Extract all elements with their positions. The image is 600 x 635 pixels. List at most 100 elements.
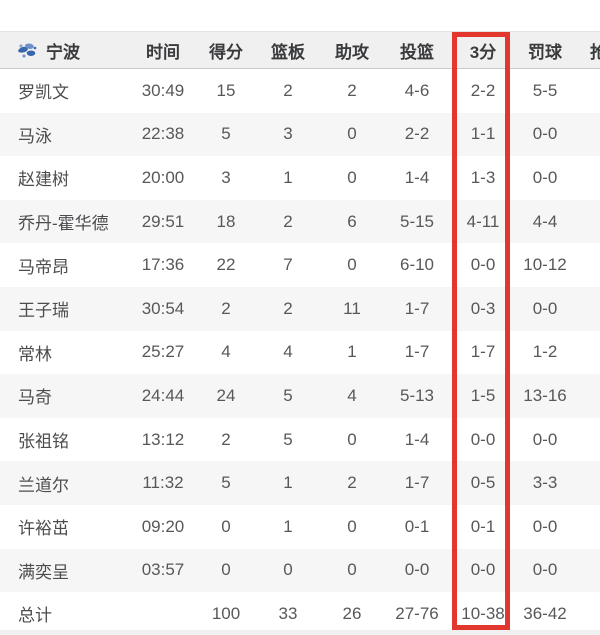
stat-reb: 1 [283,473,293,493]
stat-pts: 2 [221,429,231,449]
stat-ast: 26 [342,603,362,623]
player-name: 满奕呈 [18,562,69,582]
col-header-assists: 助攻 [335,42,369,62]
stat-tp3: 10-38 [461,603,505,623]
player-name: 马泳 [18,126,52,146]
stat-ast: 0 [347,429,357,449]
stat-ast: 0 [347,124,357,144]
player-row: 王子瑞 30:54 2 2 11 1-7 0-3 0-0 [0,286,600,331]
next-section-edge [0,630,600,635]
stat-reb: 0 [283,560,293,580]
player-row: 张祖铭 13:12 2 5 0 1-4 0-0 0-0 [0,417,600,462]
stat-ft: 0-0 [532,560,558,580]
stat-ft: 0-0 [532,516,558,536]
player-name: 许裕茁 [18,519,69,539]
stat-time: 11:32 [142,473,184,493]
stat-fg: 27-76 [395,603,439,623]
stat-reb: 5 [283,429,293,449]
stat-ft: 1-2 [532,342,558,362]
stat-reb: 7 [283,255,293,275]
stat-tp3: 1-5 [470,385,496,405]
stat-fg: 0-1 [404,516,430,536]
stat-time: 22:38 [141,124,185,144]
player-name: 兰道尔 [18,475,69,495]
stat-fg: 1-4 [404,429,430,449]
stat-time: 09:20 [141,516,185,536]
player-name: 常林 [18,344,52,364]
stat-ft: 3-3 [532,473,558,493]
stat-pts: 0 [221,560,231,580]
stat-reb: 1 [283,516,293,536]
stat-pts: 24 [216,385,236,405]
stat-tp3: 0-0 [470,255,496,275]
stat-reb: 2 [283,298,293,318]
col-header-steals: 抢断 [590,42,600,62]
player-row: 满奕呈 03:57 0 0 0 0-0 0-0 0-0 [0,548,600,593]
player-row: 许裕茁 09:20 0 1 0 0-1 0-1 0-0 [0,504,600,549]
player-name: 王子瑞 [18,301,69,321]
team-name: 宁波 [46,42,80,62]
header-row: 宁波 时间 得分 篮板 助攻 投篮 3分 罚球 抢断 [0,31,600,69]
player-name: 罗凯文 [18,83,69,103]
stat-pts: 15 [216,80,236,100]
stat-time: 20:00 [141,167,185,187]
player-row: 常林 25:27 4 4 1 1-7 1-7 1-2 [0,330,600,375]
stat-ast: 2 [347,80,357,100]
stat-pts: 2 [221,298,231,318]
stat-ast: 4 [347,385,357,405]
stat-time: 25:27 [141,342,185,362]
stat-fg: 1-7 [404,473,430,493]
stat-reb: 1 [283,167,293,187]
stat-ft: 0-0 [532,124,558,144]
stat-ft: 0-0 [532,167,558,187]
player-row: 马奇 24:44 24 5 4 5-13 1-5 13-16 [0,374,600,418]
total-row: 总计 100 33 26 27-76 10-38 36-42 [0,592,600,635]
stat-tp3: 0-3 [470,298,496,318]
col-header-rebounds: 篮板 [271,42,305,62]
player-name: 马奇 [18,388,52,408]
player-name: 乔丹-霍华德 [18,214,109,234]
stat-reb: 2 [283,80,293,100]
stat-pts: 5 [221,124,231,144]
stat-fg: 0-0 [404,560,430,580]
stat-fg: 1-7 [404,342,430,362]
stat-pts: 22 [216,255,236,275]
stat-tp3: 0-1 [470,516,496,536]
stat-ft: 5-5 [532,80,558,100]
stat-ast: 2 [347,473,357,493]
player-row: 赵建树 20:00 3 1 0 1-4 1-3 0-0 [0,156,600,200]
stat-reb: 5 [283,385,293,405]
player-row: 马帝昂 17:36 22 7 0 6-10 0-0 10-12 [0,243,600,287]
stat-fg: 4-6 [404,80,430,100]
table-body: 罗凯文 30:49 15 2 2 4-6 2-2 5-5 马泳 22:38 5 3 0 2-2 1-1 0-0… [0,69,600,635]
player-row: 兰道尔 11:32 5 1 2 1-7 0-5 3-3 [0,461,600,505]
team-logo-icon [15,40,39,61]
stat-tp3: 1-1 [470,124,496,144]
col-header-points: 得分 [209,42,243,62]
stat-pts: 100 [211,603,241,623]
stat-ast: 0 [347,516,357,536]
stat-fg: 2-2 [404,124,430,144]
stat-pts: 5 [221,473,231,493]
stat-tp3: 2-2 [470,80,496,100]
player-name: 赵建树 [18,170,69,190]
stat-tp3: 0-5 [470,473,496,493]
stat-tp3: 0-0 [470,429,496,449]
stat-ft: 10-12 [523,255,567,275]
col-header-field-goals: 投篮 [400,42,434,62]
stat-reb: 4 [283,342,293,362]
col-header-free-throws: 罚球 [528,42,562,62]
col-header-three-points: 3分 [469,42,497,62]
stat-reb: 3 [283,124,293,144]
stat-pts: 18 [216,211,236,231]
stat-time: 13:12 [141,429,185,449]
stat-time: 24:44 [141,385,185,405]
stat-ft: 13-16 [523,385,567,405]
stat-time: 17:36 [141,255,185,275]
stat-ft: 0-0 [532,298,558,318]
stat-ast: 6 [347,211,357,231]
stat-ast: 0 [347,255,357,275]
stat-reb: 33 [278,603,298,623]
total-label: 总计 [18,606,52,626]
